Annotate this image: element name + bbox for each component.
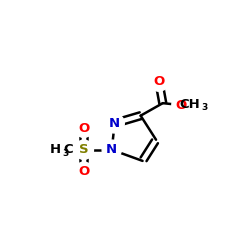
Text: N: N bbox=[106, 143, 117, 156]
Circle shape bbox=[150, 73, 168, 91]
Text: N: N bbox=[109, 117, 120, 130]
Text: O: O bbox=[176, 98, 187, 112]
Text: CH: CH bbox=[179, 98, 200, 110]
Text: H: H bbox=[50, 143, 61, 156]
Text: 3: 3 bbox=[202, 104, 208, 112]
Circle shape bbox=[74, 140, 94, 159]
Circle shape bbox=[48, 136, 76, 164]
Circle shape bbox=[102, 140, 122, 159]
Circle shape bbox=[74, 162, 93, 180]
Circle shape bbox=[188, 92, 213, 116]
Circle shape bbox=[105, 114, 124, 133]
Text: O: O bbox=[153, 76, 164, 88]
Text: C: C bbox=[64, 143, 73, 156]
Text: O: O bbox=[78, 165, 90, 178]
Text: S: S bbox=[79, 143, 89, 156]
Text: O: O bbox=[78, 122, 90, 135]
Circle shape bbox=[74, 119, 93, 138]
Circle shape bbox=[172, 96, 190, 114]
Text: 3: 3 bbox=[62, 149, 68, 158]
